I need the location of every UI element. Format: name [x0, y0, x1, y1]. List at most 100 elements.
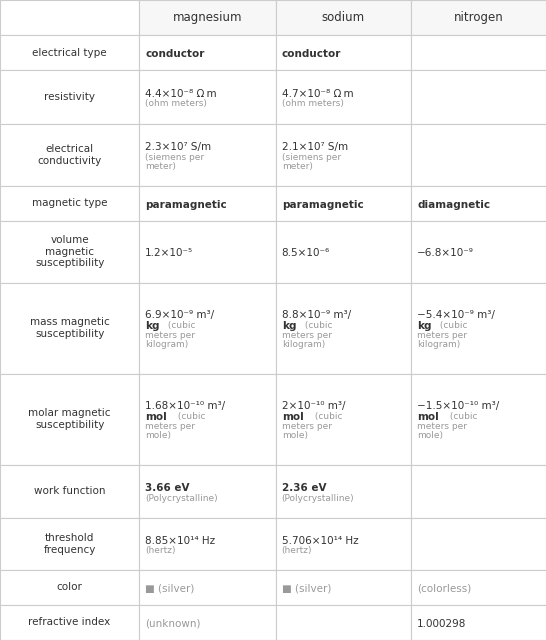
Bar — [0, 518, 139, 570]
Text: 2.1×10⁷ S/m: 2.1×10⁷ S/m — [282, 142, 348, 152]
Text: meters per: meters per — [145, 332, 195, 340]
Text: 8.85×10¹⁴ Hz: 8.85×10¹⁴ Hz — [145, 536, 215, 546]
Text: paramagnetic: paramagnetic — [282, 200, 364, 210]
Bar — [276, 0, 411, 35]
Bar — [0, 283, 139, 374]
Bar — [411, 518, 546, 570]
Bar — [139, 124, 276, 186]
Text: kg: kg — [417, 321, 432, 331]
Text: meters per: meters per — [417, 422, 467, 431]
Text: molar magnetic
susceptibility: molar magnetic susceptibility — [28, 408, 111, 430]
Text: 5.706×10¹⁴ Hz: 5.706×10¹⁴ Hz — [282, 536, 358, 546]
Text: mol: mol — [145, 412, 167, 422]
Text: meters per: meters per — [417, 332, 467, 340]
Bar — [139, 605, 276, 640]
Bar — [0, 70, 139, 124]
Bar — [276, 283, 411, 374]
Text: 3.66 eV: 3.66 eV — [145, 483, 189, 493]
Text: (cubic: (cubic — [312, 412, 342, 420]
Bar — [139, 70, 276, 124]
Text: meters per: meters per — [282, 422, 332, 431]
Text: (ohm meters): (ohm meters) — [145, 99, 207, 108]
Text: 2.3×10⁷ S/m: 2.3×10⁷ S/m — [145, 142, 211, 152]
Text: mole): mole) — [417, 431, 443, 440]
Text: 1.2×10⁻⁵: 1.2×10⁻⁵ — [145, 248, 193, 258]
Bar — [411, 124, 546, 186]
Text: magnetic type: magnetic type — [32, 198, 108, 209]
Bar — [411, 35, 546, 70]
Bar — [139, 0, 276, 35]
Text: threshold
frequency: threshold frequency — [44, 533, 96, 555]
Text: kilogram): kilogram) — [145, 340, 188, 349]
Text: kilogram): kilogram) — [282, 340, 325, 349]
Bar — [411, 570, 546, 605]
Text: work function: work function — [34, 486, 105, 497]
Text: (siemens per: (siemens per — [282, 153, 341, 162]
Bar — [276, 124, 411, 186]
Bar — [411, 465, 546, 518]
Bar — [139, 283, 276, 374]
Bar — [0, 221, 139, 283]
Bar — [411, 70, 546, 124]
Text: refractive index: refractive index — [28, 618, 111, 627]
Bar — [276, 518, 411, 570]
Text: 4.7×10⁻⁸ Ω m: 4.7×10⁻⁸ Ω m — [282, 89, 353, 99]
Bar — [139, 570, 276, 605]
Bar — [411, 0, 546, 35]
Text: meters per: meters per — [282, 332, 332, 340]
Text: (Polycrystalline): (Polycrystalline) — [282, 493, 354, 502]
Bar — [276, 570, 411, 605]
Bar — [276, 605, 411, 640]
Bar — [276, 70, 411, 124]
Text: −6.8×10⁻⁹: −6.8×10⁻⁹ — [417, 248, 474, 258]
Bar — [0, 570, 139, 605]
Text: sodium: sodium — [322, 11, 365, 24]
Text: mole): mole) — [282, 431, 308, 440]
Bar — [276, 186, 411, 221]
Bar — [411, 283, 546, 374]
Text: paramagnetic: paramagnetic — [145, 200, 227, 210]
Text: conductor: conductor — [282, 49, 341, 59]
Text: color: color — [57, 582, 82, 593]
Text: (cubic: (cubic — [302, 321, 333, 330]
Text: kg: kg — [282, 321, 296, 331]
Text: 1.000298: 1.000298 — [417, 619, 466, 628]
Bar — [0, 124, 139, 186]
Text: −1.5×10⁻¹⁰ m³/: −1.5×10⁻¹⁰ m³/ — [417, 401, 500, 411]
Text: nitrogen: nitrogen — [454, 11, 503, 24]
Text: (colorless): (colorless) — [417, 584, 471, 594]
Text: mole): mole) — [145, 431, 171, 440]
Text: (ohm meters): (ohm meters) — [282, 99, 343, 108]
Text: (siemens per: (siemens per — [145, 153, 204, 162]
Bar — [0, 465, 139, 518]
Bar — [139, 221, 276, 283]
Text: 1.68×10⁻¹⁰ m³/: 1.68×10⁻¹⁰ m³/ — [145, 401, 225, 411]
Text: 2.36 eV: 2.36 eV — [282, 483, 326, 493]
Bar — [276, 35, 411, 70]
Text: mass magnetic
susceptibility: mass magnetic susceptibility — [29, 317, 110, 339]
Text: 6.9×10⁻⁹ m³/: 6.9×10⁻⁹ m³/ — [145, 310, 215, 321]
Text: (hertz): (hertz) — [145, 547, 176, 556]
Text: electrical
conductivity: electrical conductivity — [38, 144, 102, 166]
Text: 2×10⁻¹⁰ m³/: 2×10⁻¹⁰ m³/ — [282, 401, 345, 411]
Text: diamagnetic: diamagnetic — [417, 200, 490, 210]
Bar — [139, 186, 276, 221]
Bar — [139, 35, 276, 70]
Text: meter): meter) — [282, 162, 313, 171]
Text: ■ (silver): ■ (silver) — [282, 584, 331, 594]
Bar — [276, 374, 411, 465]
Text: meters per: meters per — [145, 422, 195, 431]
Bar — [411, 374, 546, 465]
Bar — [411, 221, 546, 283]
Bar — [276, 465, 411, 518]
Text: (hertz): (hertz) — [282, 547, 312, 556]
Bar — [0, 0, 139, 35]
Text: (cubic: (cubic — [165, 321, 196, 330]
Text: (Polycrystalline): (Polycrystalline) — [145, 493, 218, 502]
Text: −5.4×10⁻⁹ m³/: −5.4×10⁻⁹ m³/ — [417, 310, 495, 321]
Bar — [411, 186, 546, 221]
Text: magnesium: magnesium — [173, 11, 242, 24]
Text: 8.8×10⁻⁹ m³/: 8.8×10⁻⁹ m³/ — [282, 310, 351, 321]
Bar — [411, 605, 546, 640]
Text: (cubic: (cubic — [447, 412, 478, 420]
